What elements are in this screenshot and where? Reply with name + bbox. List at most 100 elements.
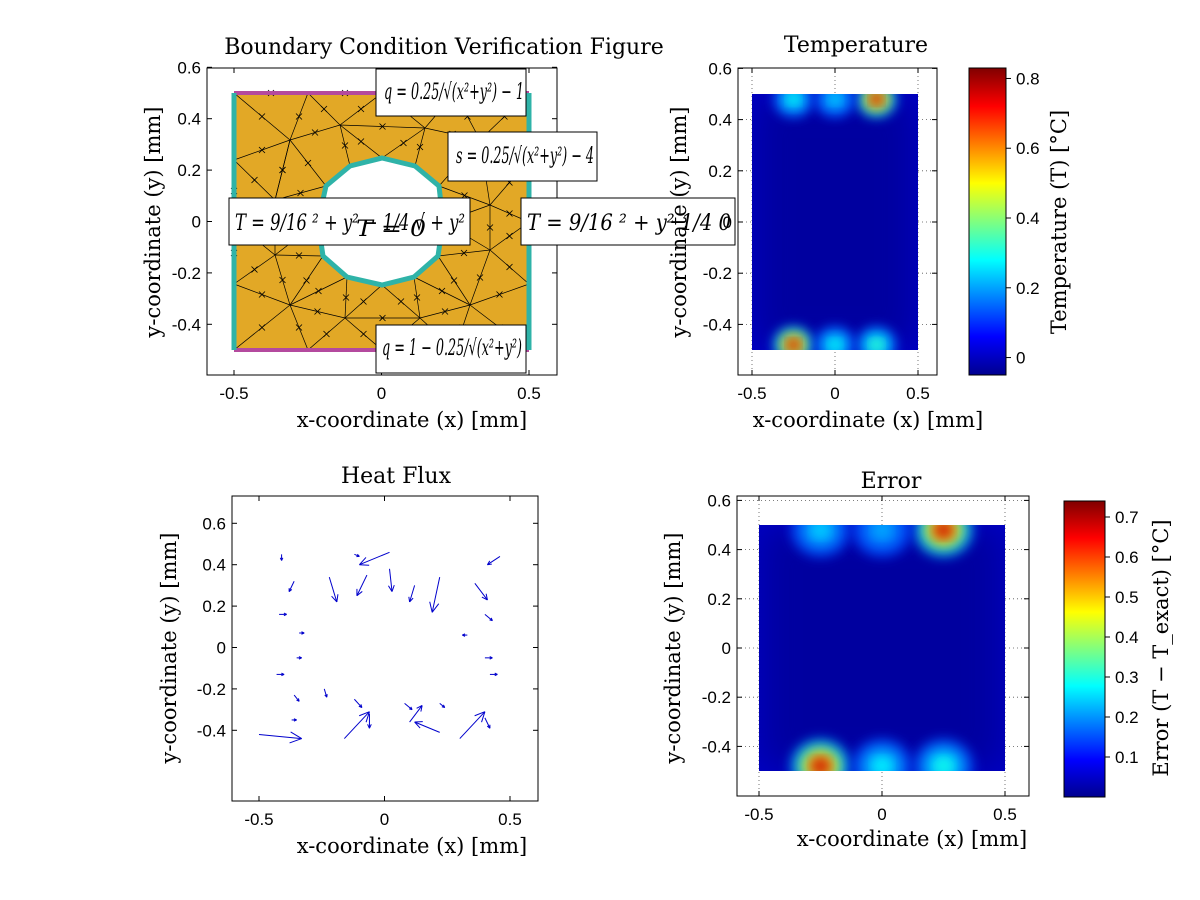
y-tick-label: 0 [722,639,731,658]
mesh-node [258,324,266,331]
mesh-node [314,308,321,315]
error-ylabel: y-coordinate (y) [mm] [661,533,685,765]
flux-arrow-head [388,585,393,592]
y-tick-label: 0.6 [708,59,732,78]
hotspot [871,94,882,104]
temperature-ylabel: y-coordinate (y) [mm] [667,107,691,339]
colorbar-tick-label: 0.3 [1115,668,1139,687]
error-ticks: -0.5 0 0.5 0.6 0.4 0.2 0 -0.2 -0.4 [702,491,1029,824]
y-tick-label: -0.2 [703,264,732,283]
boundary-ticks: -0.5 0 0.5 0.6 0.4 0.2 0 -0.2 -0.4 [172,58,557,403]
temperature-colorbar-label: Temperature (T) [°C] [1047,110,1071,334]
x-tick-label: 0 [877,805,886,824]
hotspot [936,759,951,771]
temperature-colorbar-ticks: 0.8 0.6 0.4 0.2 0 [1006,69,1040,368]
flux-arrow [356,574,368,596]
flux-arrow-head [359,557,367,566]
colorbar-tick-label: 0.2 [1115,708,1139,727]
y-tick-label: -0.4 [703,315,732,334]
mesh-node [357,138,365,145]
flux-arrow-head [357,553,360,557]
flux-arrow-head [443,704,446,708]
mesh-node [360,298,367,305]
x-tick-label: -0.5 [744,805,773,824]
panel-heat-flux: Heat Flux -0.5 0 0.5 0.6 0.4 0.2 0 -0.2 -0.4 x-c… [157,464,539,858]
flux-arrow-head [489,656,493,659]
x-tick-label: 0 [377,384,386,403]
mesh-node [486,224,494,231]
y-tick-label: 0.4 [708,111,732,130]
x-tick-label: -0.5 [737,384,766,403]
mesh-node [416,143,424,151]
y-tick-label: 0.2 [202,597,226,616]
hotspot [875,759,889,771]
flux-arrow-head [367,724,370,729]
flux-arrow-head [431,603,440,613]
flux-arrow-head [408,596,411,603]
annotation-top-text: q = 0.25/√(x²+y²) − 1 [384,80,524,105]
panel-error: Error -0.5 0 0.5 0.6 0.4 0.2 0 -0.2 -0.4 x-coord… [661,469,1173,851]
flux-arrow-head [293,718,297,721]
annotation-hole-text: s = 0.25/√(x²+y²) − 4 [456,144,594,169]
y-tick-label: 0.2 [177,161,201,180]
flux-arrow-head [490,617,493,621]
y-tick-label: 0.4 [707,541,731,560]
flux-arrow-head [281,557,284,561]
x-tick-label: 0.5 [498,810,522,829]
flux-arrow [404,703,413,710]
flux-arrow [389,568,393,592]
colorbar-tick-label: 0.8 [1016,69,1040,88]
flux-arrow [459,711,486,739]
flux-arrow-head [494,672,498,675]
flux-arrow-head [481,596,488,601]
flux-arrow-head [420,705,423,712]
flux-arrow-head [358,711,370,717]
annotation-bottom-text: q = 1 − 0.25/√(x²+y²) [382,336,522,361]
mesh-node [360,330,367,338]
flux-arrow-head [462,634,466,637]
mesh-node [496,291,503,298]
flux-arrow [484,613,493,621]
flux-arrow-head [416,705,423,709]
mesh-node [506,232,513,240]
temperature-colorbar [968,67,1007,376]
mesh-node [400,139,407,147]
x-tick-label: 0.5 [906,384,930,403]
mesh-node [304,159,312,167]
flux-arrow [343,711,370,739]
mesh-node [279,276,286,284]
boundary-title: Boundary Condition Verification Figure [224,35,663,60]
flux-arrow [359,551,390,566]
mesh-node [251,266,258,273]
annotation-right-text: T = 9/16 ² + y² 1/4 0 [527,211,731,236]
flux-arrow-head [283,612,287,615]
flux-arrow-head [336,594,339,603]
flux-arrow-head [288,589,293,592]
mesh-node [341,142,349,149]
error-title: Error [861,469,922,494]
flux-arrow [409,585,416,603]
mesh-node [379,123,386,130]
mesh-node [460,249,468,257]
mesh-node [311,129,319,136]
hotspot [813,759,828,771]
heatflux-ylabel: y-coordinate (y) [mm] [157,533,181,765]
y-tick-label: -0.2 [702,688,731,707]
y-tick-label: -0.4 [702,737,731,756]
mesh-node [506,210,513,217]
flux-arrow-head [391,584,395,592]
flux-arrow [414,721,440,733]
flux-arrow-head [290,731,302,740]
flux-arrow [484,717,491,729]
annotation-bottom: q = 1 − 0.25/√(x²+y²) [375,324,527,374]
error-colorbar [1063,500,1106,798]
colorbar-tick-label: 0 [1016,349,1025,368]
boundary-xlabel: x-coordinate (x) [mm] [297,408,528,432]
y-tick-label: 0.4 [202,556,226,575]
mesh-node [397,298,405,305]
mesh-node [251,176,258,184]
x-tick-label: 0.5 [517,384,541,403]
flux-arrow [258,733,302,740]
x-tick-label: -0.5 [244,810,273,829]
mesh-node [295,113,303,120]
